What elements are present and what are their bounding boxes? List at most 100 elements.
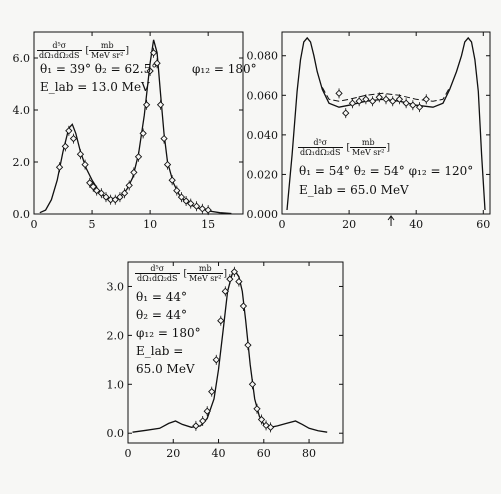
y-tick-label: 4.0: [13, 104, 31, 117]
p2-frac-den: dΩ₁dΩ₂dS: [300, 148, 341, 157]
data-point: [342, 109, 350, 117]
chart-2-frame: [281, 31, 491, 215]
p3-quantity-label: d⁵σ dΩ₁dΩ₂dS[mb MeV sr²]: [135, 264, 227, 283]
data-point: [422, 95, 430, 103]
p1-frac-num: d⁵σ: [37, 41, 82, 51]
data-point: [415, 103, 424, 111]
p2-quantity-label: d⁵σ dΩ₁dΩ₂dS [mb MeV sr²]: [298, 138, 390, 157]
p2-unit-den: MeV sr²: [352, 148, 385, 157]
p2-unit-num: mb: [350, 138, 387, 148]
data-point: [168, 176, 176, 184]
data-point: [55, 163, 64, 171]
y-tick-label: 0.040: [247, 129, 279, 142]
x-tick-label: 80: [302, 447, 316, 460]
x-tick-label: 60: [257, 447, 271, 460]
p3-energy: 65.0 MeV: [136, 362, 195, 376]
x-tick-label: 15: [201, 218, 215, 231]
y-tick-label: 3.0: [107, 280, 125, 293]
data-point: [355, 97, 363, 105]
data-point: [69, 134, 78, 143]
y-tick-label: 0.0: [107, 427, 125, 440]
data-point: [81, 160, 89, 169]
data-point: [134, 153, 143, 161]
x-tick-label: 20: [166, 447, 180, 460]
p1-unit: [mb MeV sr²]: [85, 41, 129, 60]
chart-1: 0 5 10 15 0.0 2.0 4.0 6.0: [13, 31, 244, 231]
data-point: [130, 168, 138, 177]
p2-angles: θ₁ = 54° θ₂ = 54° φ₁₂ = 120°: [299, 164, 474, 178]
series-line-solid-theory: [132, 270, 328, 433]
y-tick-label: 0.000: [247, 208, 279, 221]
p3-theta2: θ₂ = 44°: [136, 308, 187, 322]
arrow-marker-head: [387, 215, 395, 221]
data-point: [106, 196, 115, 204]
chart-1-frame: [33, 31, 244, 215]
data-point: [348, 99, 357, 107]
p3-unit-num: mb: [187, 264, 224, 274]
y-tick-label: 0.080: [247, 50, 279, 63]
p2-energy: E_lab = 65.0 MeV: [299, 183, 409, 197]
x-tick-label: 0: [125, 447, 132, 460]
p3-elab: E_lab =: [136, 344, 184, 358]
data-point: [402, 99, 410, 107]
data-point: [253, 405, 261, 413]
data-point: [120, 189, 129, 197]
data-point: [199, 417, 207, 425]
data-point: [125, 181, 133, 190]
x-tick-label: 0: [31, 218, 38, 231]
data-point: [262, 421, 270, 430]
data-point: [86, 179, 94, 187]
data-point: [235, 277, 243, 286]
data-point: [204, 206, 212, 214]
p3-unit: [mb MeV sr²]: [183, 264, 227, 283]
data-point: [76, 150, 85, 158]
data-point: [375, 93, 383, 101]
data-point: [230, 268, 239, 276]
data-point: [192, 422, 200, 430]
data-point: [163, 160, 172, 169]
p2-unit: [mb MeV sr²]: [346, 138, 390, 157]
data-point: [173, 186, 181, 195]
y-tick-label: 1.0: [107, 378, 125, 391]
p3-frac: d⁵σ dΩ₁dΩ₂dS: [135, 264, 180, 283]
data-point: [156, 101, 165, 109]
y-tick-label: 2.0: [107, 329, 125, 342]
data-point: [409, 101, 417, 109]
x-tick-label: 40: [212, 447, 226, 460]
p1-energy: E_lab = 13.0 MeV: [40, 80, 150, 94]
y-tick-label: 0.0: [13, 208, 31, 221]
data-point: [65, 127, 73, 135]
x-tick-label: 5: [89, 218, 96, 231]
chart-2: 0 20 40 60 0.000 0.020 0.040 0.060 0.080: [247, 31, 491, 231]
data-point: [382, 95, 390, 103]
data-point: [208, 387, 216, 396]
p1-phi: φ₁₂ = 180°: [192, 62, 257, 76]
data-point: [226, 275, 234, 283]
x-tick-label: 60: [476, 218, 490, 231]
chart-3-frame: [127, 261, 344, 444]
data-point: [111, 196, 119, 204]
data-point: [153, 59, 161, 67]
data-point: [221, 287, 229, 295]
data-point: [97, 189, 105, 197]
data-point: [187, 199, 195, 208]
data-point: [239, 302, 248, 310]
p1-unit-den: MeV sr²: [91, 51, 124, 60]
data-point: [116, 193, 124, 201]
p3-frac-num: d⁵σ: [135, 264, 180, 274]
data-point: [139, 129, 147, 138]
p2-frac-num: d⁵σ: [298, 138, 343, 148]
data-point: [198, 205, 206, 213]
p3-phi: φ₁₂ = 180°: [136, 326, 201, 340]
y-tick-label: 2.0: [13, 156, 31, 169]
x-tick-label: 20: [342, 218, 356, 231]
data-point: [389, 97, 397, 105]
x-tick-label: 40: [409, 218, 423, 231]
data-point: [266, 423, 275, 431]
data-point: [257, 415, 266, 424]
data-point: [182, 197, 190, 205]
data-point: [177, 193, 186, 201]
data-point: [160, 134, 168, 143]
